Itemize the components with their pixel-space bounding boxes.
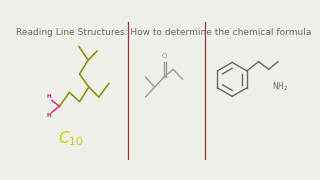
Text: NH$_2$: NH$_2$ [272,80,288,93]
Text: H: H [46,94,51,99]
Text: O: O [162,53,167,58]
Text: $C_{10}$: $C_{10}$ [58,129,84,148]
Text: H: H [46,113,51,118]
Text: Reading Line Structures: How to determine the chemical formula: Reading Line Structures: How to determin… [16,28,312,37]
